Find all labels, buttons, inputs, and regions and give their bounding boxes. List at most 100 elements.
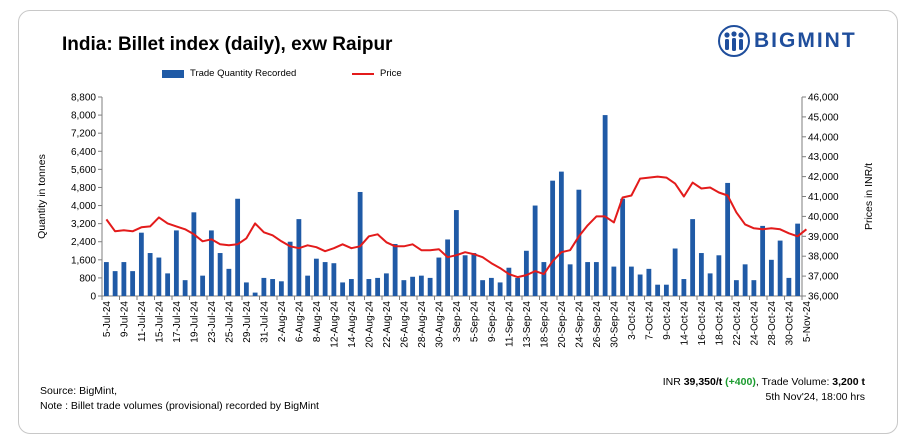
quantity-bar [532,205,538,296]
quantity-bar [602,115,608,296]
x-tick-label: 30-Sep-24 [609,301,620,348]
x-tick-label: 24-Sep-24 [574,301,585,348]
x-tick-label: 9-Jul-24 [119,301,130,338]
quantity-bar [541,262,547,296]
y2-tick-label: 46,000 [808,93,839,104]
x-tick-label: 14-Oct-24 [679,301,690,346]
quantity-bar [296,219,302,296]
quantity-bar [497,282,503,296]
quantity-bar [191,212,197,296]
volume-value: 3,200 t [832,376,865,388]
quantity-bar [681,279,687,296]
quantity-bar [777,240,783,296]
x-tick-label: 17-Jul-24 [172,301,183,343]
quantity-bar [427,277,433,296]
x-tick-label: 16-Oct-24 [697,301,708,346]
quantity-bar [707,273,713,296]
quantity-bar [173,230,179,296]
y-tick-label: 1,600 [71,255,96,266]
quantity-bar [410,276,416,296]
quantity-bar [725,182,731,296]
y-axis-title: Quantity in tonnes [36,154,48,239]
quantity-bar [480,280,486,296]
quantity-bar [243,282,249,296]
quantity-bar [348,279,354,296]
x-tick-label: 28-Oct-24 [767,301,778,346]
quantity-bar [655,284,661,296]
quantity-bar [366,279,372,296]
quantity-bar [760,225,766,296]
x-tick-label: 28-Aug-24 [417,301,428,348]
quantity-bar [112,271,118,296]
x-tick-label: 3-Sep-24 [452,301,463,343]
quantity-bar [375,277,381,296]
y2-tick-label: 39,000 [808,232,839,243]
y-tick-label: 5,600 [71,165,96,176]
legend-line-swatch [352,72,374,75]
y2-tick-label: 43,000 [808,152,839,163]
x-tick-label: 11-Jul-24 [137,301,148,342]
y2-tick-label: 41,000 [808,192,839,203]
x-tick-label: 7-Oct-24 [644,301,655,340]
quantity-bar [305,275,311,296]
quantity-bar [147,253,153,296]
x-tick-label: 19-Jul-24 [189,301,200,343]
x-tick-label: 31-Jul-24 [259,301,270,343]
y-tick-label: 7,200 [71,129,96,140]
x-tick-label: 20-Sep-24 [557,301,568,348]
quantity-bar [261,277,267,296]
quantity-bar [322,262,328,296]
quantity-bar [287,241,293,296]
quantity-bar [506,267,512,296]
x-tick-label: 23-Jul-24 [207,301,218,343]
x-tick-label: 18-Oct-24 [714,301,725,346]
legend-bar-swatch [162,69,184,78]
quantity-bar [200,275,206,296]
x-tick-label: 26-Aug-24 [399,301,410,348]
quantity-bar [690,219,696,296]
quantity-bar [383,273,389,296]
quantity-bar [331,263,337,296]
quantity-bar [716,255,722,296]
quantity-bar [576,189,582,296]
quantity-bar [488,277,494,296]
legend-quantity-label: Trade Quantity Recorded [190,68,297,79]
x-tick-label: 5-Jul-24 [102,301,113,338]
quantity-bar [182,280,188,296]
y-tick-label: 2,400 [71,237,96,248]
quantity-bar [637,274,643,296]
quantity-bar [663,284,669,296]
quantity-bar [436,257,442,296]
x-tick-label: 18-Sep-24 [539,301,550,348]
quantity-bar [742,264,748,296]
quantity-bar [392,243,398,296]
quantity-bar [226,268,232,296]
bigmint-logo-icon [718,25,750,57]
x-tick-label: 29-Jul-24 [242,301,253,343]
quantity-bar [278,281,284,296]
x-tick-label: 5-Sep-24 [469,301,480,343]
quantity-bar [165,273,171,296]
y2-axis-title: Prices in INR/t [863,163,875,230]
quantity-bar [471,253,477,296]
quantity-bar [585,262,591,296]
quantity-bar [340,282,346,296]
quantity-bar [795,223,801,296]
y-tick-label: 8,000 [71,111,96,122]
legend-price-label: Price [380,68,402,79]
quantity-bar [558,171,564,296]
y-tick-label: 6,400 [71,147,96,158]
x-tick-label: 5-Nov-24 [802,301,813,343]
quantity-bar [217,253,223,296]
brand-name: BIGMINT [754,29,857,52]
x-tick-label: 11-Sep-24 [504,301,515,347]
quantity-bar [611,266,617,296]
y2-tick-label: 38,000 [808,252,839,263]
quantity-bar [401,280,407,296]
y-tick-label: 8,800 [71,93,96,104]
quantity-bar [418,275,424,296]
footer-summary: INR 39,350/t (+400), Trade Volume: 3,200… [663,375,865,405]
quantity-bar [357,191,363,296]
quantity-bar [550,180,556,296]
